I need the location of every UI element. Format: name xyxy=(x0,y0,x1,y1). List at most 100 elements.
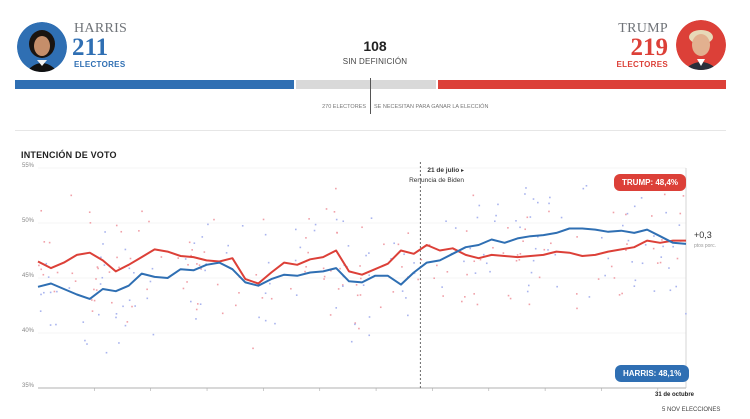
poll-dot xyxy=(89,222,92,224)
poll-dot xyxy=(255,273,258,276)
poll-dot xyxy=(420,258,423,261)
poll-dot xyxy=(354,322,357,324)
poll-dot xyxy=(368,274,370,277)
election-date-label: 5 NOV ELECCIONES xyxy=(662,407,721,413)
poll-dot xyxy=(335,218,338,221)
poll-dot xyxy=(225,252,228,254)
harris-electors-count: 211 xyxy=(72,34,109,61)
poll-dot xyxy=(264,233,267,236)
poll-dot xyxy=(550,242,552,245)
poll-dot xyxy=(626,212,629,215)
difference-value: +0,3 xyxy=(694,230,712,240)
poll-dot xyxy=(682,195,685,197)
poll-dot xyxy=(450,252,453,255)
poll-dot xyxy=(354,323,356,326)
poll-dot xyxy=(618,294,621,296)
poll-dot xyxy=(526,290,529,293)
poll-dot xyxy=(45,262,48,265)
poll-dot xyxy=(407,232,410,234)
poll-dot xyxy=(339,267,341,270)
poll-dot xyxy=(640,197,643,199)
poll-dot xyxy=(98,313,100,316)
y-tick-35: 35% xyxy=(22,383,35,389)
poll-dot xyxy=(390,257,392,260)
poll-dot xyxy=(383,243,385,246)
poll-dot xyxy=(547,249,549,251)
poll-dot xyxy=(187,263,189,266)
poll-dot xyxy=(441,286,443,288)
poll-dot xyxy=(115,316,117,319)
poll-dot xyxy=(368,316,371,318)
harris-line xyxy=(37,227,687,300)
poll-dot xyxy=(186,281,188,283)
poll-dot xyxy=(576,307,578,310)
poll-dot xyxy=(661,239,663,241)
poll-dot xyxy=(124,248,127,251)
poll-dot xyxy=(556,285,558,288)
poll-dot xyxy=(304,270,306,273)
poll-dot xyxy=(534,247,537,250)
poll-dot xyxy=(49,291,52,294)
poll-dot xyxy=(322,267,325,270)
poll-dot xyxy=(341,284,344,286)
poll-dot xyxy=(472,194,475,197)
poll-dot xyxy=(585,184,588,187)
poll-dot xyxy=(100,256,102,259)
poll-dot xyxy=(537,235,539,238)
poll-dot xyxy=(497,203,499,206)
poll-dot xyxy=(238,276,241,278)
poll-dot xyxy=(527,284,530,287)
poll-dot xyxy=(128,267,131,270)
poll-dot xyxy=(428,244,431,246)
trump-electors-label: ELECTORES xyxy=(616,60,668,69)
poll-dot xyxy=(368,252,370,254)
poll-dot xyxy=(294,259,297,262)
poll-dot xyxy=(473,293,475,295)
poll-dot xyxy=(507,294,510,297)
poll-dot xyxy=(600,236,603,239)
poll-dot xyxy=(152,333,155,336)
poll-dot xyxy=(518,259,521,261)
poll-dot xyxy=(160,256,163,258)
poll-dot xyxy=(494,220,496,223)
poll-dot xyxy=(350,340,353,343)
poll-dot xyxy=(204,269,206,272)
poll-dot xyxy=(621,224,624,227)
poll-dot xyxy=(442,295,444,297)
poll-dot xyxy=(359,294,362,296)
poll-dot xyxy=(39,310,42,312)
undecided-seat-bar xyxy=(296,80,436,89)
poll-dot xyxy=(548,210,550,213)
poll-dot xyxy=(216,283,219,286)
poll-dot xyxy=(633,205,636,208)
poll-dot xyxy=(205,263,207,265)
poll-dot xyxy=(548,202,550,205)
poll-dot xyxy=(507,227,509,229)
poll-dot xyxy=(53,290,56,293)
poll-dot xyxy=(532,259,535,262)
poll-dot xyxy=(74,280,77,282)
trump-avatar xyxy=(676,20,726,70)
poll-dot xyxy=(325,208,328,210)
poll-dot xyxy=(678,224,681,226)
poll-dot xyxy=(641,262,644,265)
poll-dot xyxy=(190,254,192,257)
poll-dot xyxy=(612,211,615,214)
poll-dot xyxy=(122,305,124,308)
poll-dot xyxy=(88,211,91,214)
poll-dot xyxy=(342,275,345,278)
poll-dot xyxy=(478,204,481,207)
poll-dot xyxy=(370,217,373,219)
poll-dot xyxy=(537,201,539,204)
poll-dot xyxy=(393,242,395,245)
poll-dot xyxy=(49,324,52,326)
poll-dot xyxy=(413,272,416,275)
poll-dot xyxy=(656,262,659,264)
poll-dot xyxy=(56,290,58,293)
poll-dot xyxy=(274,322,276,325)
poll-dot xyxy=(474,272,477,274)
poll-dot xyxy=(294,228,297,231)
poll-dot xyxy=(134,305,136,307)
poll-dot xyxy=(401,266,403,268)
poll-dot xyxy=(362,284,365,287)
